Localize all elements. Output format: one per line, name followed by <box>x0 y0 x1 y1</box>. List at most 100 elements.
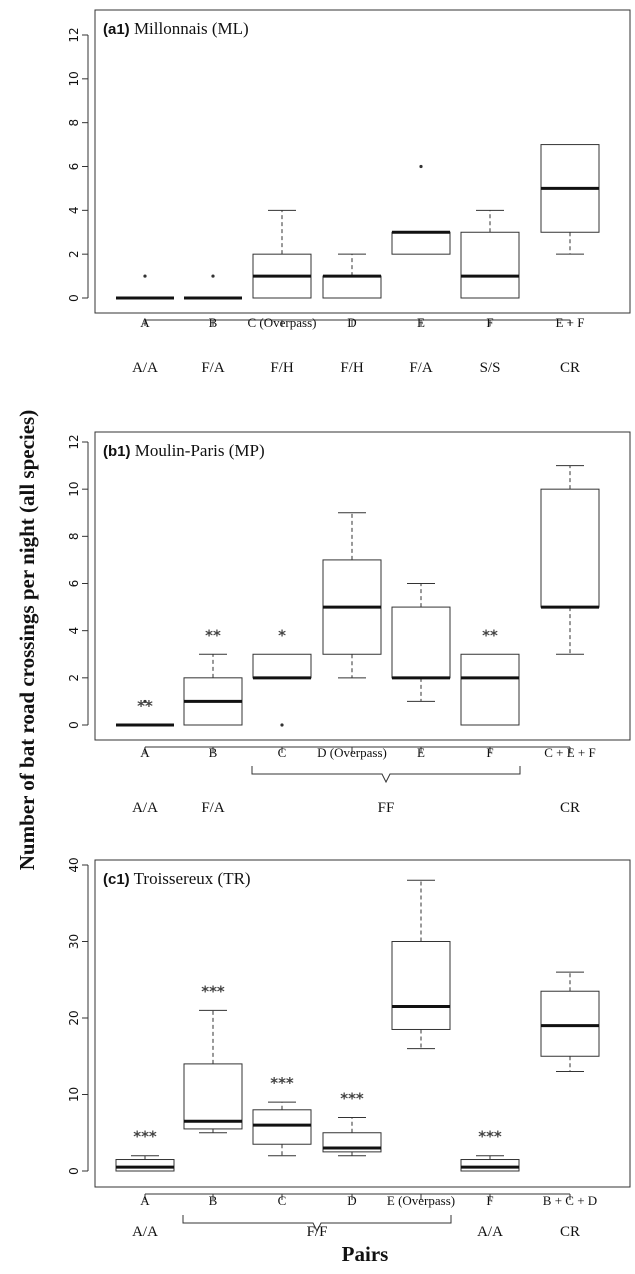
panel-title: (c1) Troissereux (TR) <box>103 869 251 888</box>
x-tick-label: C <box>278 1193 287 1208</box>
plot-frame <box>94 9 631 314</box>
box-e <box>391 164 451 255</box>
box-iqr <box>540 488 600 608</box>
box-iqr <box>115 1159 175 1172</box>
box-d-overpass- <box>322 512 382 679</box>
group-label: CR <box>560 360 580 376</box>
x-tick-label: E + F <box>555 315 584 330</box>
panel-site-name: Millonnais (ML) <box>130 19 249 38</box>
plot-frame <box>94 859 631 1188</box>
chart-panel-2: (b1) Moulin-Paris (MP) 0 2 4 6 8 10 12 A B C D (Ove… <box>67 431 631 816</box>
group-label: CR <box>560 1224 580 1240</box>
chart-panel-1: (a1) Millonnais (ML) 0 2 4 6 8 10 12 A B C (Overpa… <box>67 9 631 376</box>
y-tick-label: 0 <box>67 1167 81 1175</box>
box-b-c-d <box>540 971 600 1073</box>
group-label: A/A <box>477 1224 503 1240</box>
y-tick-label: 4 <box>67 627 81 635</box>
box-a <box>116 274 174 300</box>
group-label: F/A <box>201 800 225 816</box>
x-tick-label: D (Overpass) <box>317 745 387 760</box>
y-tick-label: 30 <box>67 934 81 949</box>
group-label: S/S <box>480 360 501 376</box>
x-tick-label: A <box>140 745 150 760</box>
panel-title: (b1) Moulin-Paris (MP) <box>103 441 265 460</box>
y-tick-label: 6 <box>67 163 81 171</box>
significance-marker: ** <box>137 697 153 715</box>
group-label: A/A <box>132 360 158 376</box>
y-tick-label: 10 <box>67 1087 81 1102</box>
y-tick-label: 4 <box>67 207 81 215</box>
y-axis-label: Number of bat road crossings per night (… <box>15 410 39 870</box>
group-label: A/A <box>132 1224 158 1240</box>
box-b: ** <box>183 626 243 726</box>
x-tick-label: E <box>417 315 425 330</box>
significance-marker: *** <box>478 1128 502 1146</box>
box-c-e-f <box>540 465 600 655</box>
x-tick-label: C <box>278 745 287 760</box>
group-label: F/A <box>409 360 433 376</box>
box-f <box>460 209 520 299</box>
y-tick-label: 0 <box>67 294 81 302</box>
box-iqr <box>460 653 520 726</box>
box-iqr <box>183 1063 243 1130</box>
outlier-point <box>280 723 284 727</box>
x-tick-label: C (Overpass) <box>248 315 317 330</box>
box-iqr <box>322 275 382 299</box>
y-tick-label: 20 <box>67 1010 81 1025</box>
x-tick-label: D <box>347 1193 356 1208</box>
group-brace <box>251 766 521 784</box>
panel-site-name: Moulin-Paris (MP) <box>131 441 265 460</box>
outlier-point <box>211 274 215 278</box>
group-label: F/F <box>307 1224 328 1240</box>
y-tick-label: 12 <box>67 27 81 42</box>
x-tick-label: B <box>209 315 218 330</box>
box-iqr <box>391 231 451 255</box>
significance-marker: * <box>278 626 286 644</box>
box-iqr <box>252 653 312 679</box>
x-tick-label: F <box>486 1193 493 1208</box>
significance-marker: ** <box>205 626 221 644</box>
x-tick-label: B + C + D <box>543 1193 597 1208</box>
x-axis-label: Pairs <box>342 1242 389 1266</box>
panel-title: (a1) Millonnais (ML) <box>103 19 249 38</box>
outlier-point <box>143 274 147 278</box>
y-tick-label: 12 <box>67 434 81 449</box>
box-e-f <box>540 144 600 255</box>
box-f: ** <box>460 626 520 726</box>
box-e-overpass- <box>391 879 451 1050</box>
box-b <box>184 274 242 300</box>
group-label: A/A <box>132 800 158 816</box>
box-e <box>391 583 451 702</box>
x-tick-label: E (Overpass) <box>387 1193 455 1208</box>
group-label: FF <box>378 800 395 816</box>
x-tick-label: A <box>140 1193 150 1208</box>
y-tick-label: 0 <box>67 721 81 729</box>
x-tick-label: C + E + F <box>544 745 596 760</box>
y-tick-label: 10 <box>67 482 81 497</box>
box-c: *** <box>252 1074 312 1157</box>
x-tick-label: A <box>140 315 150 330</box>
box-d: *** <box>322 1089 382 1157</box>
significance-marker: *** <box>270 1074 294 1092</box>
significance-marker: *** <box>201 982 225 1000</box>
box-f: *** <box>460 1128 520 1172</box>
significance-marker: *** <box>340 1089 364 1107</box>
box-iqr <box>460 1159 520 1172</box>
x-tick-label: E <box>417 745 425 760</box>
x-tick-label: F <box>486 315 493 330</box>
significance-marker: ** <box>482 626 498 644</box>
x-tick-label: D <box>347 315 356 330</box>
y-tick-label: 10 <box>67 71 81 86</box>
y-tick-label: 8 <box>67 533 81 541</box>
y-tick-label: 2 <box>67 674 81 682</box>
outlier-point <box>419 164 423 169</box>
box-iqr <box>391 941 451 1030</box>
y-tick-label: 2 <box>67 250 81 258</box>
panel-label: (a1) <box>103 21 130 38</box>
y-tick-label: 6 <box>67 580 81 588</box>
significance-marker: *** <box>133 1128 157 1146</box>
plot-frame <box>94 431 631 741</box>
x-tick-label: F <box>486 745 493 760</box>
group-label: F/A <box>201 360 225 376</box>
